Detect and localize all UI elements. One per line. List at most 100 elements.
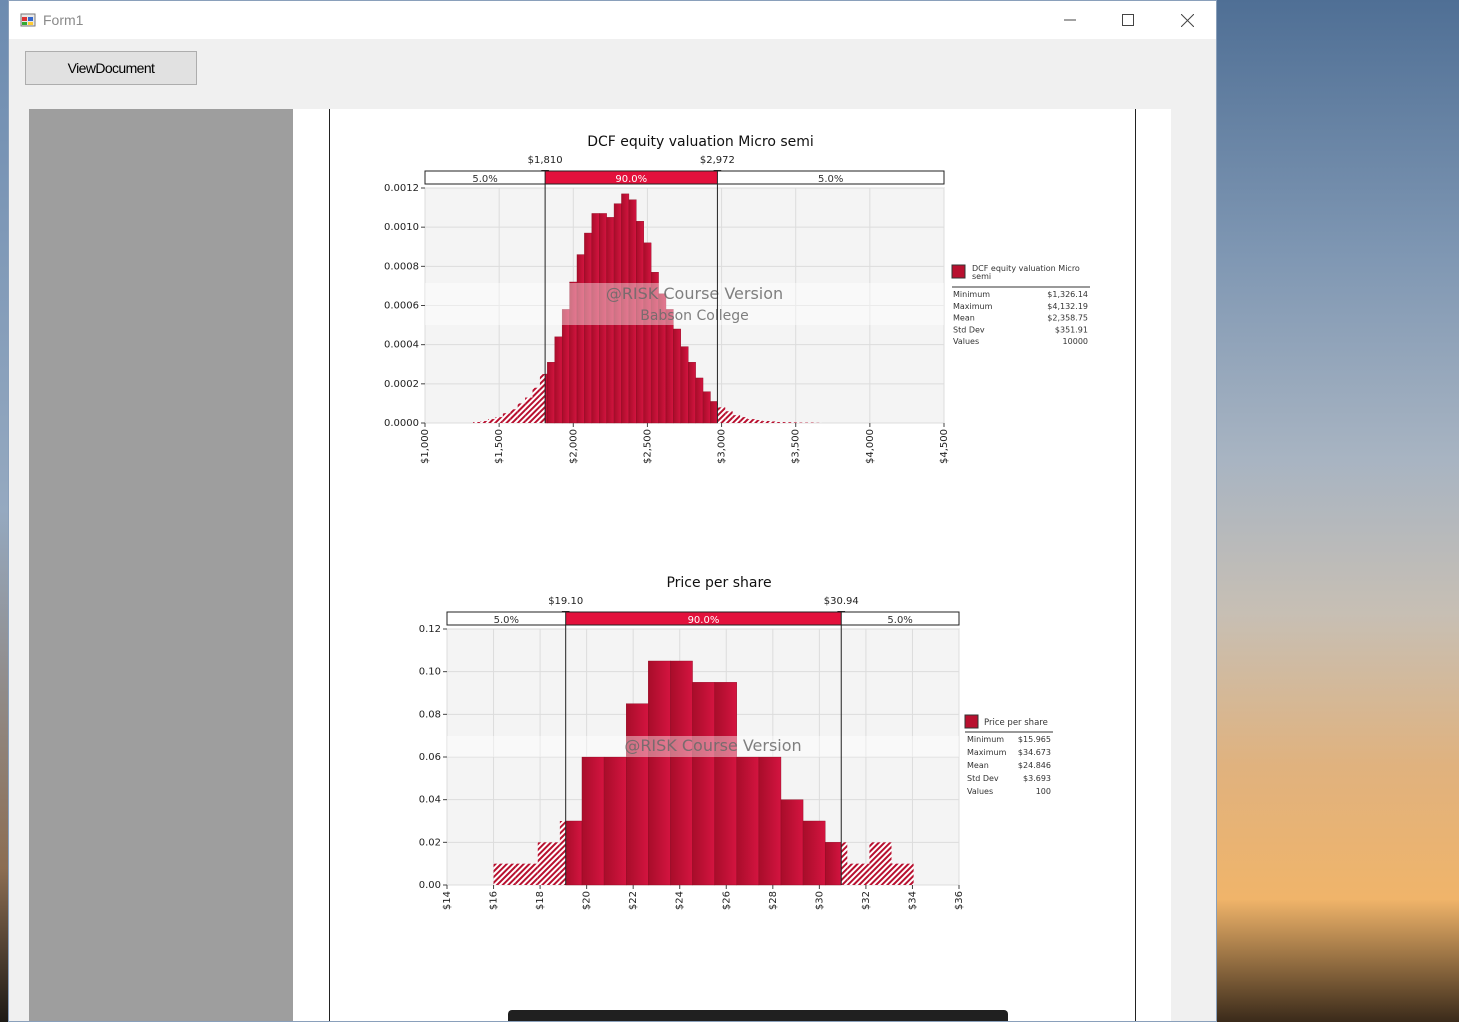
histogram-bar xyxy=(502,413,511,423)
histogram-bar xyxy=(626,703,649,886)
histogram-bar xyxy=(670,660,693,886)
viewer-toolbar-strip[interactable] xyxy=(508,1010,1008,1021)
legend-swatch xyxy=(951,264,966,279)
histogram-bar xyxy=(714,682,737,886)
histogram-bar xyxy=(736,756,760,886)
legend-stat-value: 10000 xyxy=(1063,337,1088,346)
histogram-bar xyxy=(717,407,726,423)
histogram-bar xyxy=(725,411,733,423)
page-border-left xyxy=(329,109,330,1021)
x-tick-label: $26 xyxy=(721,891,732,910)
legend-stat-label: Mean xyxy=(953,314,975,323)
histogram-bar xyxy=(847,863,870,885)
x-tick-label: $28 xyxy=(768,891,779,910)
histogram-bar xyxy=(665,309,674,424)
histogram-bar xyxy=(532,387,540,423)
close-icon xyxy=(1180,13,1194,27)
x-tick-label: $4,500 xyxy=(939,429,950,464)
histogram-bar xyxy=(537,842,560,885)
histogram-bar xyxy=(824,842,842,886)
app-window: Form1 ViewDocument xyxy=(8,0,1217,1022)
x-tick-label: $30 xyxy=(814,891,825,910)
y-tick-label: 0.10 xyxy=(419,667,441,678)
histogram-bar xyxy=(777,422,785,423)
minimize-button[interactable] xyxy=(1041,1,1099,39)
minimize-icon xyxy=(1064,19,1076,21)
histogram-bar xyxy=(710,401,718,424)
band-left-label: 5.0% xyxy=(472,174,497,185)
document-viewer[interactable]: @RISK Course Version Babson College $1,810… xyxy=(29,109,1171,1021)
chart-title: DCF equity valuation Micro semi xyxy=(587,134,814,150)
chart-title: Price per share xyxy=(666,575,771,591)
legend-stat-label: Mean xyxy=(967,761,989,770)
histogram-bar xyxy=(762,421,770,423)
page-border-right xyxy=(1135,109,1136,1021)
form-client-area: ViewDocument @RISK xyxy=(9,39,1216,1021)
y-tick-label: 0.08 xyxy=(419,709,441,720)
histogram-bar xyxy=(841,842,848,885)
legend-series-name: semi xyxy=(972,272,991,281)
legend-stat-value: $351.91 xyxy=(1055,325,1088,334)
x-tick-label: $24 xyxy=(675,891,686,910)
histogram-bar xyxy=(495,417,503,423)
legend-stat-label: Values xyxy=(967,787,993,796)
y-tick-label: 0.0004 xyxy=(384,340,419,351)
y-tick-label: 0.04 xyxy=(419,795,441,806)
histogram-bar xyxy=(692,682,715,886)
histogram-bar xyxy=(603,756,627,886)
histogram-bar xyxy=(480,421,489,423)
legend-stat-value: $34.673 xyxy=(1018,748,1051,757)
histogram-bar xyxy=(740,417,748,423)
x-tick-label: $16 xyxy=(489,891,500,910)
histogram-bar xyxy=(780,799,804,886)
histogram-bar xyxy=(515,863,538,885)
x-tick-label: $2,500 xyxy=(642,429,653,464)
histogram-bar xyxy=(754,420,763,423)
x-tick-label: $1,000 xyxy=(420,429,431,464)
title-bar[interactable]: Form1 xyxy=(9,1,1216,39)
histogram-bar xyxy=(648,660,671,886)
y-tick-label: 0.06 xyxy=(419,752,441,763)
histogram-bar xyxy=(784,422,793,423)
histogram-bar xyxy=(554,336,563,424)
histogram-bar xyxy=(732,415,741,423)
histogram-bar xyxy=(488,419,496,423)
histogram-bar xyxy=(517,403,526,423)
histogram-bar xyxy=(473,422,481,423)
legend-stat-label: Std Dev xyxy=(953,325,985,334)
watermark-line: Babson College xyxy=(640,308,749,324)
histogram-bar xyxy=(576,254,585,424)
watermark-line: @RISK Course Version xyxy=(624,736,801,755)
x-tick-label: $14 xyxy=(442,891,453,910)
histogram-bar xyxy=(547,362,555,424)
close-button[interactable] xyxy=(1158,1,1216,39)
histogram-bar xyxy=(802,820,826,886)
histogram-bar xyxy=(581,756,605,886)
histogram-bar xyxy=(525,397,533,423)
x-tick-label: $22 xyxy=(628,891,639,910)
delimiter-right-label: $2,972 xyxy=(700,155,735,166)
legend-swatch xyxy=(964,714,979,729)
delimiter-right-label: $30.94 xyxy=(824,596,859,607)
legend-stat-label: Minimum xyxy=(953,290,990,299)
histogram-bar xyxy=(891,863,914,885)
histogram-bar xyxy=(869,842,892,885)
legend-stat-label: Std Dev xyxy=(967,774,999,783)
x-tick-label: $4,000 xyxy=(865,429,876,464)
legend-stat-value: $15.965 xyxy=(1018,735,1051,744)
histogram-bar xyxy=(695,377,704,424)
desktop-background-left xyxy=(0,0,8,1022)
document-page: @RISK Course Version Babson College $1,810… xyxy=(293,109,1171,1021)
band-right-label: 5.0% xyxy=(818,174,843,185)
y-tick-label: 0.0002 xyxy=(384,379,419,390)
maximize-icon xyxy=(1122,14,1134,26)
histogram-bar xyxy=(493,863,516,885)
legend-stat-label: Maximum xyxy=(953,302,993,311)
histogram-bar xyxy=(792,422,800,423)
maximize-button[interactable] xyxy=(1099,1,1157,39)
legend-stat-value: $24.846 xyxy=(1018,761,1051,770)
histogram-bar xyxy=(702,391,711,424)
watermark-band xyxy=(425,283,944,325)
delimiter-left-label: $19.10 xyxy=(548,596,583,607)
view-document-button[interactable]: ViewDocument xyxy=(25,51,197,85)
